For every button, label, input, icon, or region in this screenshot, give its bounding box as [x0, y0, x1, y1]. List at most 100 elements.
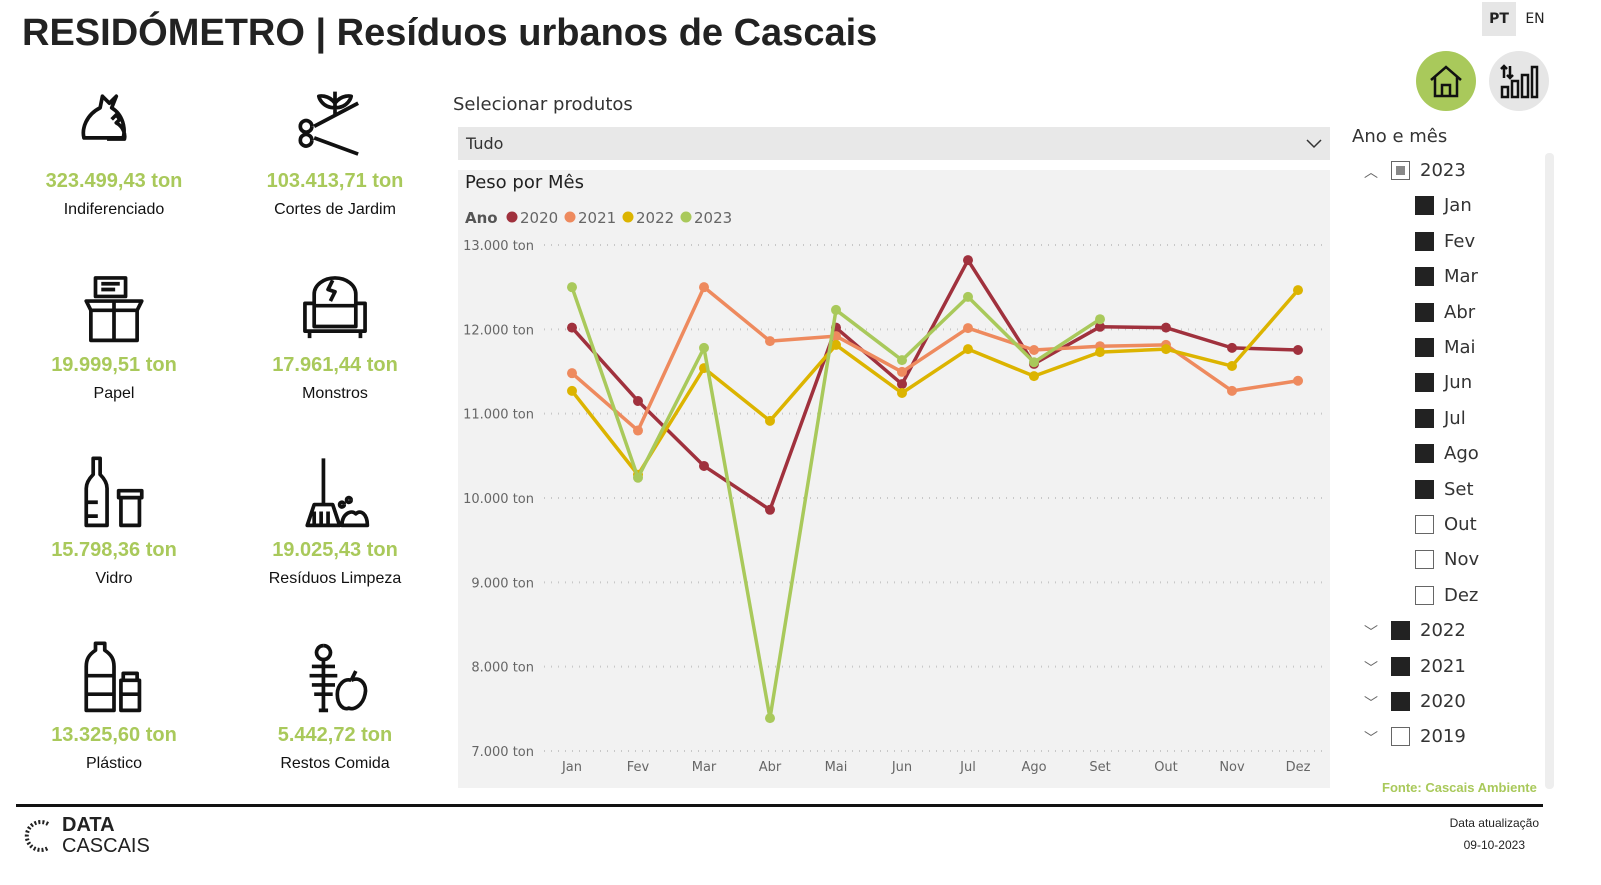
line-chart: 13.000 ton 12.000 ton 11.000 ton 10.000 ton…: [463, 209, 1326, 775]
data-point-2023[interactable]: [699, 342, 709, 353]
checkbox[interactable]: [1391, 161, 1410, 180]
checkbox[interactable]: [1415, 267, 1434, 287]
slicer-item-ago[interactable]: Ago: [1415, 443, 1479, 464]
kpi-label: Vidro: [95, 570, 133, 587]
slicer-item-abr[interactable]: Abr: [1415, 302, 1475, 323]
logo-line1: DATA: [62, 814, 115, 836]
legend-label[interactable]: 2022: [636, 209, 674, 227]
data-point-2023[interactable]: [567, 282, 577, 293]
data-point-2022[interactable]: [897, 388, 907, 399]
data-point-2020[interactable]: [699, 460, 709, 471]
data-point-2020[interactable]: [963, 255, 973, 266]
product-dropdown[interactable]: Tudo: [458, 127, 1330, 160]
data-point-2021[interactable]: [1227, 385, 1237, 396]
checkbox[interactable]: [1415, 373, 1434, 393]
slicer-item-2022[interactable]: 2022: [1391, 620, 1466, 641]
legend-label[interactable]: 2021: [578, 209, 616, 227]
lang-en-button[interactable]: EN: [1525, 11, 1545, 27]
chevron-down-icon[interactable]: ﹀: [1364, 731, 1378, 748]
data-point-2020[interactable]: [1293, 344, 1303, 355]
kpi-cortes-de-jardim: 103.413,71 ton Cortes de Jardim: [235, 86, 435, 219]
chevron-down-icon[interactable]: ﹀: [1364, 660, 1378, 677]
data-point-2022[interactable]: [963, 344, 973, 355]
slicer-item-out[interactable]: Out: [1415, 514, 1477, 535]
data-point-2021[interactable]: [897, 366, 907, 377]
slicer-item-2020[interactable]: 2020: [1391, 691, 1466, 712]
chart-page-button[interactable]: [1489, 51, 1549, 111]
update-date: 09-10-2023: [1463, 838, 1525, 852]
data-point-2022[interactable]: [831, 339, 841, 350]
slicer-item-mai[interactable]: Mai: [1415, 337, 1476, 358]
checkbox[interactable]: [1415, 515, 1434, 534]
slicer-item-fev[interactable]: Fev: [1415, 231, 1475, 252]
legend-label[interactable]: 2023: [694, 209, 732, 227]
data-point-2021[interactable]: [1293, 375, 1303, 386]
checkbox[interactable]: [1415, 302, 1434, 322]
data-point-2023[interactable]: [897, 355, 907, 366]
chevron-down-icon[interactable]: ﹀: [1364, 696, 1378, 712]
data-point-2023[interactable]: [1029, 357, 1039, 368]
checkbox[interactable]: [1415, 408, 1434, 428]
checkbox[interactable]: [1415, 196, 1434, 216]
slicer-item-2019[interactable]: 2019: [1391, 726, 1466, 747]
chevron-up-icon[interactable]: ︿: [1364, 165, 1378, 181]
data-point-2021[interactable]: [963, 323, 973, 334]
x-tick-label: Set: [1089, 760, 1110, 775]
slicer-item-2023[interactable]: 2023: [1391, 160, 1466, 181]
checkbox[interactable]: [1391, 621, 1410, 641]
slicer-item-mar[interactable]: Mar: [1415, 266, 1478, 287]
slicer-item-label: Jun: [1444, 372, 1473, 394]
home-button[interactable]: [1416, 51, 1476, 111]
slicer-scrollbar[interactable]: [1545, 153, 1554, 789]
series-line-2022: [570, 288, 1300, 477]
data-point-2022[interactable]: [765, 415, 775, 426]
data-point-2020[interactable]: [765, 504, 775, 515]
data-point-2021[interactable]: [699, 282, 709, 293]
data-point-2023[interactable]: [963, 291, 973, 302]
checkbox[interactable]: [1415, 585, 1434, 605]
checkbox[interactable]: [1415, 231, 1434, 251]
checkbox[interactable]: [1415, 444, 1434, 464]
checkbox[interactable]: [1391, 692, 1410, 711]
slicer-item-dez[interactable]: Dez: [1415, 585, 1478, 606]
data-point-2021[interactable]: [1029, 344, 1039, 355]
data-point-2023[interactable]: [831, 304, 841, 315]
lang-pt-button[interactable]: PT: [1482, 2, 1516, 36]
data-point-2022[interactable]: [567, 385, 577, 396]
data-point-2021[interactable]: [633, 425, 643, 436]
slicer-item-nov[interactable]: Nov: [1415, 549, 1479, 570]
data-point-2020[interactable]: [1227, 342, 1237, 353]
data-point-2022[interactable]: [1161, 344, 1171, 355]
data-point-2021[interactable]: [567, 368, 577, 379]
data-point-2022[interactable]: [1227, 361, 1237, 372]
legend-label[interactable]: 2020: [520, 209, 558, 227]
checkbox[interactable]: [1415, 338, 1434, 357]
data-point-2023[interactable]: [1095, 314, 1105, 325]
data-point-2020[interactable]: [567, 322, 577, 333]
data-point-2023[interactable]: [765, 713, 775, 724]
slicer-item-jan[interactable]: Jan: [1415, 195, 1472, 216]
data-point-2021[interactable]: [765, 336, 775, 347]
checkbox[interactable]: [1415, 479, 1434, 499]
checkbox[interactable]: [1391, 727, 1410, 747]
update-label: Data atualização: [1449, 816, 1539, 830]
data-point-2022[interactable]: [1029, 371, 1039, 382]
data-point-2020[interactable]: [633, 396, 643, 407]
data-point-2020[interactable]: [1095, 321, 1105, 332]
kpi-value: 13.325,60 ton: [51, 724, 177, 746]
data-point-2023[interactable]: [633, 472, 643, 483]
home-icon: [1430, 65, 1462, 98]
slicer-item-jul[interactable]: Jul: [1415, 408, 1466, 429]
slicer-item-2021[interactable]: 2021: [1391, 656, 1466, 677]
chevron-down-icon[interactable]: ﹀: [1364, 625, 1378, 642]
kpi-value: 323.499,43 ton: [45, 170, 183, 192]
slicer-item-jun[interactable]: Jun: [1415, 372, 1472, 393]
data-point-2022[interactable]: [1095, 347, 1105, 358]
checkbox[interactable]: [1415, 550, 1434, 570]
slicer-item-label: Mar: [1444, 266, 1478, 288]
data-point-2020[interactable]: [1161, 322, 1171, 333]
data-point-2022[interactable]: [1293, 285, 1303, 296]
slicer-item-set[interactable]: Set: [1415, 479, 1474, 500]
data-point-2020[interactable]: [897, 379, 907, 390]
checkbox[interactable]: [1391, 656, 1410, 676]
